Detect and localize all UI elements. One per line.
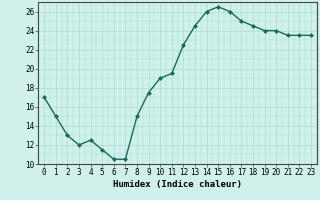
X-axis label: Humidex (Indice chaleur): Humidex (Indice chaleur)	[113, 180, 242, 189]
